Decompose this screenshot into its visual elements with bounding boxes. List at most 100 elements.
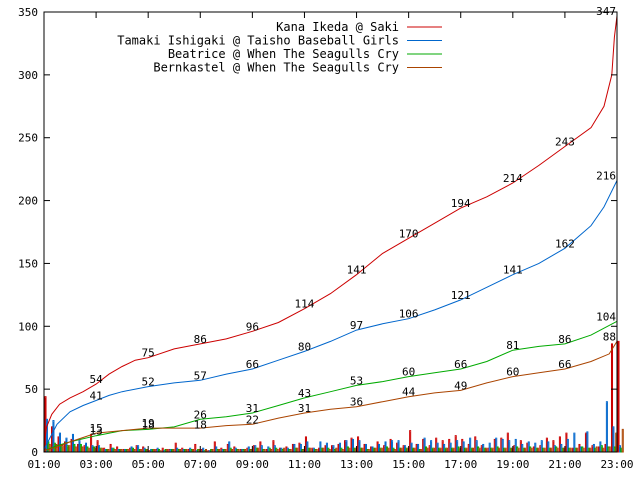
bar-1-5: [78, 440, 81, 453]
data-label-2-17: 66: [454, 358, 467, 371]
bar-1-70: [501, 438, 504, 453]
bar-0-13: [129, 447, 132, 453]
bar-3-6: [87, 447, 90, 453]
bar-2-70: [503, 447, 506, 453]
bar-0-15: [142, 446, 145, 453]
bar-0-45: [337, 443, 340, 453]
bar-1-28: [228, 441, 231, 453]
bar-0-29: [233, 446, 236, 453]
data-label-2-15: 60: [402, 366, 415, 379]
bar-1-65: [469, 437, 472, 453]
bar-2-64: [464, 447, 467, 453]
bar-3-38: [296, 447, 299, 453]
bar-2-38: [294, 447, 297, 453]
bar-2-74: [529, 446, 532, 453]
bar-2-43: [327, 447, 330, 453]
data-label-2-11: 43: [298, 387, 311, 400]
data-label-0-19: 214: [503, 172, 523, 185]
bar-1-26: [215, 446, 218, 453]
data-label-0-15: 170: [399, 227, 419, 240]
bar-1-66: [475, 440, 478, 453]
bar-1-7: [91, 445, 94, 453]
bar-0-62: [448, 438, 451, 453]
data-label-2-13: 53: [350, 374, 363, 387]
bar-1-52: [384, 441, 387, 453]
bar-3-80: [569, 447, 572, 453]
bar-0-35: [272, 440, 275, 453]
bar-1-83: [586, 431, 589, 453]
y-tick-label-300: 300: [18, 69, 38, 82]
bar-2-47: [353, 447, 356, 453]
bar-3-51: [380, 447, 383, 453]
axes-layer: 0 50 100 150 200 250 300 350 01:00 03:00 05:00 07:0…: [18, 6, 633, 471]
bar-1-50: [371, 446, 374, 453]
bar-3-50: [374, 447, 377, 453]
bar-2-81: [574, 447, 577, 453]
bar-2-62: [451, 447, 454, 453]
bar-0-2: [57, 436, 60, 453]
bar-2-56: [411, 447, 414, 453]
bar-0-51: [376, 441, 379, 453]
bar-1-8: [98, 445, 101, 453]
bar-3-62: [452, 447, 455, 453]
bar-1-2: [58, 432, 61, 453]
data-label-1-5: 52: [142, 376, 155, 389]
bar-2-82: [581, 446, 584, 453]
series-line-1: [43, 180, 618, 450]
bar-1-4: [71, 433, 74, 453]
bar-1-32: [254, 445, 257, 453]
bar-1-72: [514, 438, 517, 453]
bar-2-52: [385, 446, 388, 453]
bar-2-85: [600, 445, 603, 453]
bar-1-37: [286, 447, 289, 453]
bar-3-76: [543, 447, 546, 453]
data-label-3-5: 19: [142, 417, 155, 430]
bar-1-17: [156, 447, 159, 453]
bar-2-10: [112, 447, 115, 453]
bar-1-88: [618, 445, 621, 453]
data-label-0-7: 86: [194, 333, 207, 346]
bar-2-80: [568, 447, 571, 453]
data-label-0-21: 243: [555, 136, 575, 149]
bar-3-46: [348, 447, 351, 453]
legend-label-3: Bernkastel @ When The Seagulls Cry: [153, 61, 399, 75]
bar-2-32: [255, 447, 258, 453]
bar-1-40: [306, 441, 309, 453]
bar-2-69: [496, 446, 499, 453]
bar-1-6: [84, 442, 88, 453]
bar-1-56: [410, 442, 413, 453]
bar-0-77: [545, 437, 548, 453]
bar-1-61: [443, 443, 446, 453]
bar-1-84: [592, 443, 595, 453]
bar-1-71: [508, 440, 511, 453]
bar-1-59: [430, 440, 433, 453]
bar-1-51: [378, 443, 381, 453]
bar-2-48: [359, 447, 362, 453]
data-label-1-21: 162: [555, 237, 575, 250]
legend-label-2: Beatrice @ When The Seagulls Cry: [168, 47, 399, 61]
bar-1-48: [358, 440, 361, 453]
bar-1-35: [273, 445, 276, 453]
bars-layer: [44, 340, 624, 453]
bar-0-71: [506, 432, 509, 453]
bar-0-38: [291, 443, 294, 453]
bar-0-76: [539, 445, 542, 453]
bar-1-14: [137, 445, 140, 453]
bar-3-88: [621, 428, 624, 453]
bar-0-5: [77, 443, 80, 453]
bar-3-77: [550, 447, 553, 453]
data-label-1-23: 216: [596, 169, 616, 182]
y-tick-label-0: 0: [31, 446, 38, 459]
bar-1-75: [534, 442, 537, 453]
bar-0-55: [402, 445, 405, 453]
bar-1-86: [605, 401, 608, 453]
bar-0-64: [461, 438, 464, 453]
bar-1-80: [566, 438, 569, 453]
bar-2-0: [47, 441, 50, 453]
bar-2-54: [398, 447, 401, 453]
x-tick-label-3: 03:00: [80, 458, 113, 471]
bar-3-59: [432, 447, 435, 453]
bar-0-39: [298, 442, 301, 453]
